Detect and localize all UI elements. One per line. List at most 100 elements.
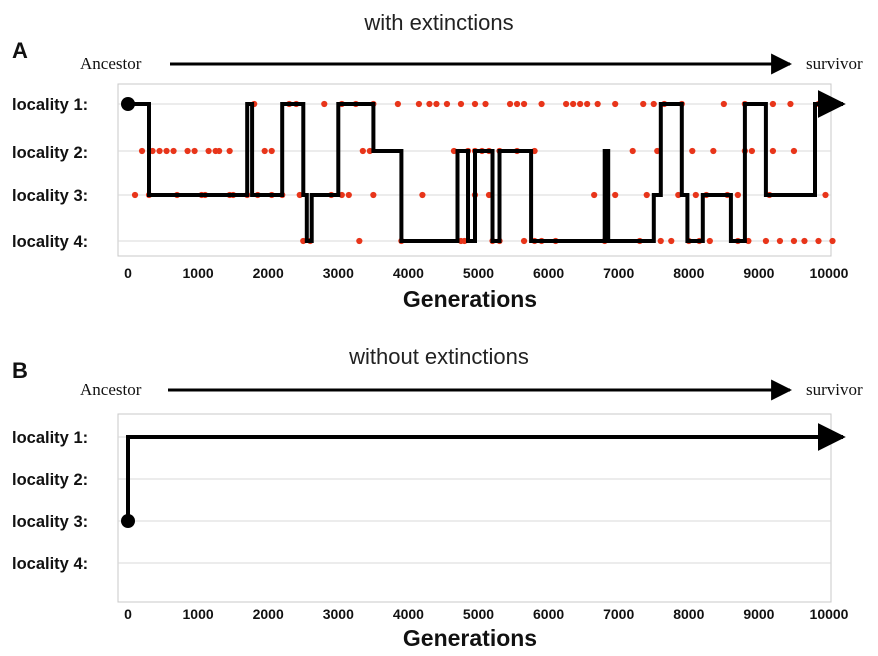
panel-a-x-tick-4000: 4000 <box>393 265 424 281</box>
panel-a-x-ticks: 0 1000 2000 3000 4000 5000 6000 7000 8000 9000 100… <box>124 265 849 281</box>
panel-a-extinction-dot-l1-17 <box>513 100 521 108</box>
panel-a-extinction-dot-l1-11 <box>433 100 440 108</box>
panel-a-extinction-dot-l1-16 <box>506 100 514 108</box>
panel-a-extinction-dot-l1-21 <box>570 100 577 108</box>
panel-a-extinction-dot-l3-27 <box>734 191 741 199</box>
panel-a-extinction-dot-l3-12 <box>296 191 303 199</box>
panel-a-extinction-dot-l1-12 <box>443 100 451 108</box>
panel-a-extinction-dot-l3-21 <box>612 191 619 199</box>
panel-b-plot-frame <box>117 413 832 603</box>
panel-a-extinction-dot-l1-4 <box>321 100 328 108</box>
panel-a-extinction-dot-l2-30 <box>769 147 777 155</box>
panel-b-x-tick-4000: 4000 <box>393 606 424 622</box>
panel-a-survivor-label: survivor <box>806 54 863 73</box>
panel-a-x-tick-0: 0 <box>124 265 132 281</box>
panel-b-title: without extinctions <box>348 344 529 369</box>
panel-b-ancestor-dot <box>121 514 135 528</box>
panel-a-extinction-dot-l2-13 <box>268 147 275 155</box>
panel-b-x-tick-7000: 7000 <box>603 606 634 622</box>
panel-a-extinction-dot-l3-20 <box>591 191 598 199</box>
panel-a-extinction-dot-l1-8 <box>394 100 401 108</box>
panel-a-extinction-dot-l2-8 <box>205 147 212 155</box>
panel-a-extinction-dot-l2-1 <box>138 147 146 155</box>
panel-a-extinction-dot-l1-14 <box>471 100 479 108</box>
panel-a-extinction-dot-l2-3 <box>156 147 163 155</box>
panel-a-extinction-dot-l1-23 <box>584 100 591 108</box>
panel-a-x-tick-5000: 5000 <box>463 265 494 281</box>
panel-b-x-ticks: 0 1000 2000 3000 4000 5000 6000 7000 8000 9000 100… <box>124 606 849 622</box>
panel-a-extinction-dot-l4-26 <box>815 237 822 245</box>
panel-a-extinction-dot-l3-15 <box>345 191 352 199</box>
panel-a-title: with extinctions <box>363 10 513 35</box>
panel-b-letter: B <box>12 358 28 383</box>
panel-a-extinction-dot-l1-30 <box>720 100 727 108</box>
panel-a-x-tick-3000: 3000 <box>323 265 354 281</box>
panel-a-extinction-dot-l1-19 <box>538 100 545 108</box>
panel-b-x-tick-9000: 9000 <box>743 606 774 622</box>
panel-b-gridlines <box>118 436 831 564</box>
panel-a: A with extinctions Ancestor survivor loc… <box>12 10 863 312</box>
panel-a-extinction-dot-l1-25 <box>612 100 619 108</box>
panel-a-x-tick-10000: 10000 <box>810 265 849 281</box>
panel-a-extinction-dot-l2-11 <box>226 147 233 155</box>
panel-a-extinction-dot-l4-15 <box>657 237 664 245</box>
panel-a-extinction-dot-l1-33 <box>787 100 794 108</box>
panel-a-extinction-dot-l1-32 <box>769 100 777 108</box>
panel-a-extinction-dot-l1-13 <box>457 100 465 108</box>
panel-a-extinction-dot-l2-31 <box>790 147 798 155</box>
panel-b-x-tick-6000: 6000 <box>533 606 564 622</box>
panel-a-extinction-dot-l2-4 <box>163 147 170 155</box>
panel-a-extinction-dot-l3-29 <box>822 191 829 199</box>
panel-a-extinction-dot-l3-17 <box>419 191 426 199</box>
panel-a-extinction-dot-l3-1 <box>131 191 139 199</box>
panel-a-extinction-dot-l1-24 <box>594 100 601 108</box>
panel-a-x-tick-6000: 6000 <box>533 265 564 281</box>
panel-b-x-tick-5000: 5000 <box>463 606 494 622</box>
panel-b-x-tick-0: 0 <box>124 606 132 622</box>
panel-a-extinction-dot-l2-6 <box>184 147 191 155</box>
panel-a-extinction-dot-l4-22 <box>762 237 770 245</box>
panel-b-row-label-4: locality 4: <box>12 555 88 573</box>
panel-a-extinction-dot-l1-26 <box>640 100 647 108</box>
panel-b-x-axis-label: Generations <box>403 625 537 651</box>
panel-a-x-tick-7000: 7000 <box>603 265 634 281</box>
panel-a-x-tick-2000: 2000 <box>253 265 284 281</box>
panel-b-x-tick-1000: 1000 <box>183 606 214 622</box>
panel-a-extinction-dot-l2-15 <box>366 147 373 155</box>
panel-a-extinction-dot-l2-29 <box>748 147 755 155</box>
panel-a-extinction-dot-l1-18 <box>520 100 528 108</box>
panel-a-extinction-dot-l2-10 <box>216 147 223 155</box>
panel-a-extinction-dot-l2-5 <box>170 147 177 155</box>
panel-a-x-tick-1000: 1000 <box>183 265 214 281</box>
panel-b-x-tick-10000: 10000 <box>810 606 849 622</box>
panel-a-extinction-dot-l4-24 <box>790 237 798 245</box>
panel-a-extinction-dot-l2-7 <box>191 147 198 155</box>
panel-a-extinction-dot-l2-14 <box>359 147 366 155</box>
panel-a-extinction-dot-l3-24 <box>692 191 699 199</box>
panel-a-x-tick-9000: 9000 <box>743 265 774 281</box>
panel-a-extinction-dot-l3-22 <box>643 191 650 199</box>
panel-a-row-label-2: locality 2: <box>12 144 88 162</box>
panel-a-extinction-dot-l1-20 <box>563 100 570 108</box>
panel-a-extinction-dot-l1-27 <box>650 100 657 108</box>
panel-a-extinction-dot-l1-15 <box>482 100 489 108</box>
panel-a-extinction-dot-l1-22 <box>577 100 584 108</box>
panel-b-row-label-1: locality 1: <box>12 429 88 447</box>
panel-a-row-label-4: locality 4: <box>12 233 88 251</box>
panel-b: B without extinctions Ancestor survivor … <box>12 344 863 651</box>
panel-a-extinction-dot-l4-25 <box>801 237 808 245</box>
panel-b-x-tick-2000: 2000 <box>253 606 284 622</box>
panel-a-extinction-dot-l3-16 <box>370 191 377 199</box>
panel-a-extinction-dot-l2-27 <box>710 147 717 155</box>
panel-b-x-tick-8000: 8000 <box>673 606 704 622</box>
panel-a-extinction-dot-l4-27 <box>829 237 836 245</box>
panel-a-lineage-trace <box>128 90 846 243</box>
panel-a-plot-frame <box>117 83 832 257</box>
panel-a-extinction-dot-l1-9 <box>415 100 423 108</box>
panel-a-x-axis-label: Generations <box>403 286 537 312</box>
panel-b-x-tick-3000: 3000 <box>323 606 354 622</box>
panel-a-extinction-dot-l1-10 <box>426 100 433 108</box>
panel-a-extinction-dot-l4-9 <box>520 237 528 245</box>
panel-b-row-label-2: locality 2: <box>12 471 88 489</box>
